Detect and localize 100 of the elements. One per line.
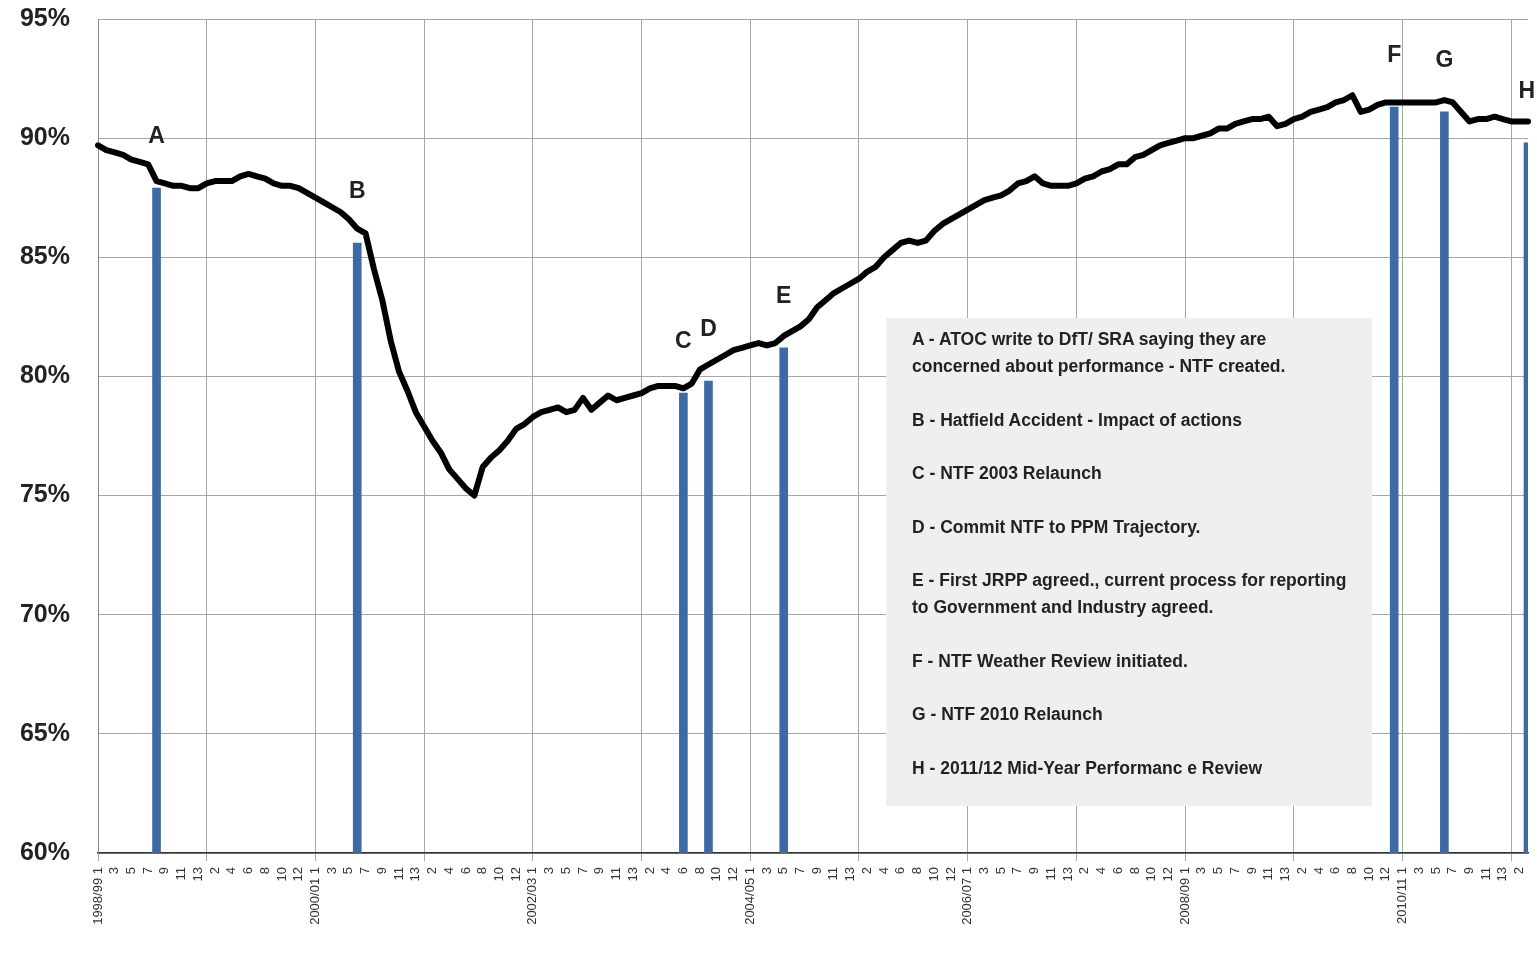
x-tick-label: 10 — [273, 867, 289, 882]
x-tick-label: 2 — [1076, 867, 1092, 875]
x-tick-label: 10 — [708, 867, 724, 882]
x-tick-label: 4 — [223, 867, 239, 875]
x-tick-label: 13 — [407, 867, 423, 882]
annotation: G - NTF 2010 Relaunch — [911, 703, 1104, 726]
x-tick-label: 8 — [1126, 867, 1142, 875]
x-tick-label: 9 — [808, 867, 824, 875]
x-tick-label: 9 — [1461, 867, 1477, 875]
x-tick-label: 13 — [1277, 867, 1293, 882]
x-tick-label: 9 — [1243, 867, 1259, 875]
data-label: B — [348, 176, 366, 203]
x-tick-label: 6 — [892, 867, 908, 875]
x-tick-label: 5 — [1210, 867, 1226, 875]
x-tick-label: 2006/07 1 — [959, 867, 975, 925]
x-tick-label: 5 — [992, 867, 1008, 875]
x-tick-label: 9 — [373, 867, 389, 875]
x-tick-label: 12 — [290, 867, 306, 882]
x-tick-label: 5 — [123, 867, 139, 875]
data-label: D — [700, 315, 717, 342]
x-tick-label: 4 — [875, 867, 891, 875]
x-tick-label: 2010/11 1 — [1394, 867, 1410, 924]
x-tick-label: 3 — [758, 867, 774, 875]
x-tick-label: 9 — [1026, 867, 1042, 875]
x-tick-label: 10 — [490, 867, 506, 882]
x-tick-label: 11 — [1042, 867, 1058, 881]
x-tick-label: 8 — [256, 867, 272, 875]
data-label: A — [148, 122, 165, 149]
x-tick-label: 12 — [725, 867, 741, 882]
x-tick-label: 2 — [1293, 867, 1309, 875]
x-tick-label: 2 — [1511, 867, 1527, 875]
x-tick-label: 7 — [792, 867, 808, 875]
x-tick-label: 1998/99 1 — [89, 867, 105, 925]
x-tick-label: 6 — [1109, 867, 1125, 875]
x-tick-label: 7 — [357, 867, 373, 875]
data-label: F — [1387, 41, 1402, 68]
x-tick-label: 7 — [1226, 867, 1242, 875]
x-tick-label: 2 — [424, 867, 440, 875]
data-label: H — [1518, 76, 1536, 103]
annotation: F - NTF Weather Review initiated. — [911, 649, 1189, 673]
x-tick-label: 4 — [658, 867, 674, 875]
data-label: E — [776, 281, 792, 308]
x-tick-label: 11 — [825, 867, 841, 881]
y-tick-label: 60% — [19, 836, 70, 865]
x-tick-label: 4 — [440, 867, 456, 875]
y-tick-label: 85% — [19, 241, 70, 270]
x-tick-label: 13 — [842, 867, 858, 882]
x-tick-label: 2 — [641, 867, 657, 875]
x-tick-label: 10 — [925, 867, 941, 882]
y-tick-label: 75% — [19, 479, 70, 508]
x-tick-label: 8 — [474, 867, 490, 875]
x-tick-label: 11 — [173, 867, 189, 881]
x-tick-label: 7 — [1444, 867, 1460, 875]
x-tick-label: 3 — [976, 867, 992, 875]
x-tick-label: 9 — [591, 867, 607, 875]
x-tick-label: 10 — [1143, 867, 1159, 882]
x-tick-label: 13 — [624, 867, 640, 882]
y-tick-label: 80% — [19, 360, 70, 389]
x-tick-label: 3 — [1193, 867, 1209, 875]
x-tick-label: 3 — [1410, 867, 1426, 875]
x-tick-label: 2 — [206, 867, 222, 875]
annotation: B - Hatfield Accident - Impact of actions — [911, 408, 1243, 432]
x-tick-label: 6 — [240, 867, 256, 875]
x-tick-label: 5 — [340, 867, 356, 875]
x-tick-label: 6 — [457, 867, 473, 875]
x-tick-label: 13 — [1494, 867, 1510, 882]
x-tick-label: 8 — [909, 867, 925, 875]
data-label: G — [1435, 45, 1454, 72]
x-tick-label: 2 — [858, 867, 874, 875]
x-tick-label: 2002/03 1 — [524, 867, 540, 925]
y-tick-label: 70% — [19, 598, 70, 627]
x-tick-label: 6 — [674, 867, 690, 875]
x-tick-label: 3 — [323, 867, 339, 875]
x-tick-label: 12 — [1377, 867, 1393, 882]
x-tick-label: 13 — [1059, 867, 1075, 882]
x-tick-label: 5 — [1427, 867, 1443, 875]
annotation: E - First JRPP agreed., current process for reporting to Government and Industry agreed. — [911, 569, 1348, 619]
y-tick-label: 90% — [19, 122, 70, 151]
x-tick-label: 11 — [608, 867, 624, 881]
data-label: C — [675, 326, 692, 353]
x-tick-label: 8 — [691, 867, 707, 875]
y-tick-label: 65% — [19, 717, 70, 746]
annotation: D - Commit NTF to PPM Trajectory. — [911, 515, 1202, 539]
x-tick-label: 13 — [189, 867, 205, 882]
annotation: A - ATOC write to DfT/ SRA saying they are concerned about performance - NTF created. — [911, 328, 1287, 378]
x-tick-label: 3 — [541, 867, 557, 875]
x-tick-label: 7 — [1009, 867, 1025, 875]
x-tick-label: 2004/05 1 — [741, 867, 757, 925]
x-tick-label: 5 — [557, 867, 573, 875]
x-tick-label: 9 — [156, 867, 172, 875]
annotation: C - NTF 2003 Relaunch — [911, 462, 1103, 485]
x-tick-label: 12 — [1159, 867, 1175, 882]
x-tick-label: 3 — [106, 867, 122, 875]
x-tick-label: 12 — [507, 867, 523, 882]
x-tick-label: 5 — [775, 867, 791, 875]
x-tick-label: 12 — [942, 867, 958, 882]
x-tick-label: 2008/09 1 — [1176, 867, 1192, 925]
x-tick-label: 11 — [1260, 867, 1276, 881]
x-tick-label: 7 — [139, 867, 155, 875]
y-tick-label: 95% — [19, 2, 70, 31]
